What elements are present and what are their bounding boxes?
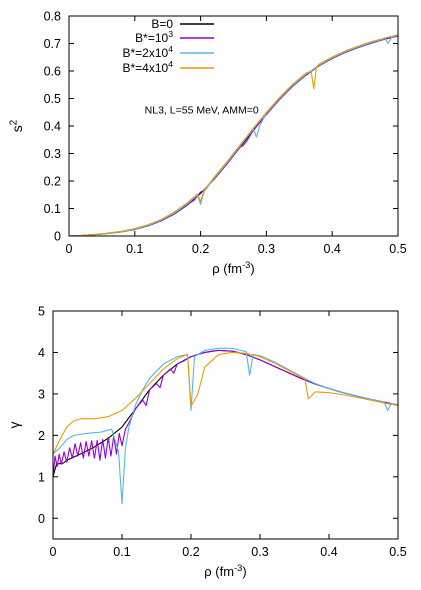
x-tick-label: 0.2 — [182, 545, 199, 559]
x-tick-label: 0.5 — [389, 242, 406, 256]
y-tick-label: 5 — [38, 305, 45, 319]
y-axis-label-sup: 2 — [8, 119, 19, 125]
top-chart-s2: 0 0.1 0.2 0.3 0.4 0.5 0 0.1 0.2 0.3 0.4 0.5 0.6 0.7 0.… — [8, 10, 406, 277]
x-tick-label: 0 — [50, 545, 57, 559]
plot-frame — [52, 310, 399, 540]
x-tick-label: 0.5 — [389, 545, 406, 559]
y-axis-label-group: s2 — [8, 119, 25, 132]
series-line-b-0 — [69, 35, 398, 236]
y-tick-label: 0.2 — [44, 175, 61, 189]
series-line-b-10-3 — [53, 349, 398, 477]
y-axis-label: γ — [6, 422, 22, 429]
series-line-b-4x10-4 — [53, 351, 398, 455]
x-axis-label-sup: -3 — [242, 260, 250, 270]
y-axis-label-base: γ — [6, 422, 22, 429]
y-axis-label-base: s — [9, 125, 25, 132]
x-tick-label: 0 — [66, 242, 73, 256]
series-line-b-2x10-4 — [69, 34, 398, 236]
y-tick-label: 1 — [38, 470, 45, 484]
y-tick-label: 0 — [54, 230, 61, 244]
annotation: NL3, L=55 MeV, AMM=0 — [145, 105, 259, 117]
legend-label: B*=103 — [135, 29, 173, 45]
y-tick-label: 0.5 — [44, 92, 61, 106]
legend-label: B*=4x104 — [123, 59, 174, 75]
y-tick-label: 0.7 — [44, 37, 61, 51]
y-tick-label: 4 — [38, 346, 45, 360]
legend-label-base: B*=4x10 — [123, 61, 169, 75]
y-tick-label: 2 — [38, 429, 45, 443]
series-line-b-10-3 — [69, 35, 398, 236]
x-tick-label: 0.2 — [192, 242, 209, 256]
y-tick-label: 0.8 — [44, 10, 61, 24]
series-line-b-2x10-4 — [53, 347, 398, 505]
legend-label: B=0 — [151, 17, 173, 31]
legend-label-sup: 4 — [168, 44, 173, 54]
bottom-chart-gamma: 0 0.1 0.2 0.3 0.4 0.5 0 1 2 3 4 5 ρ (fm-3) γ — [6, 305, 407, 580]
series-line-b-4x10-4 — [69, 34, 398, 236]
x-tick-label: 0.4 — [320, 545, 337, 559]
y-tick-label: 3 — [38, 387, 45, 401]
x-tick-label: 0.1 — [126, 242, 143, 256]
y-tick-label: 0 — [38, 512, 45, 526]
series-group — [69, 34, 398, 236]
x-tick-label: 0.4 — [324, 242, 341, 256]
series-line-b-0 — [53, 349, 398, 477]
x-axis-label-tail: ) — [250, 261, 254, 276]
y-tick-label: 0.1 — [44, 202, 61, 216]
x-axis-label-base: ρ (fm — [212, 261, 242, 276]
x-tick-label: 0.3 — [258, 242, 275, 256]
x-axis-label-base: ρ (fm — [204, 564, 234, 579]
x-axis-label-sup: -3 — [234, 563, 242, 573]
x-tick-label: 0.1 — [113, 545, 130, 559]
legend-label-sup: 4 — [168, 59, 173, 69]
x-tick-label: 0.3 — [251, 545, 268, 559]
x-axis-label: ρ (fm-3) — [204, 563, 246, 579]
y-axis-label: s2 — [8, 119, 25, 132]
legend-label-base: B=0 — [151, 17, 173, 31]
y-tick-label: 0.3 — [44, 147, 61, 161]
y-axis-label-group: γ — [6, 422, 22, 429]
legend-label-base: B*=2x10 — [123, 46, 169, 60]
x-axis-label-tail: ) — [242, 564, 246, 579]
legend-label-base: B*=10 — [135, 31, 168, 45]
y-tick-label: 0.6 — [44, 65, 61, 79]
legend-label: B*=2x104 — [123, 44, 174, 60]
y-tick-label: 0.4 — [44, 120, 61, 134]
x-axis-label: ρ (fm-3) — [212, 260, 254, 276]
plot-frame — [68, 15, 399, 237]
legend-label-sup: 3 — [168, 29, 173, 39]
series-group — [53, 347, 398, 505]
